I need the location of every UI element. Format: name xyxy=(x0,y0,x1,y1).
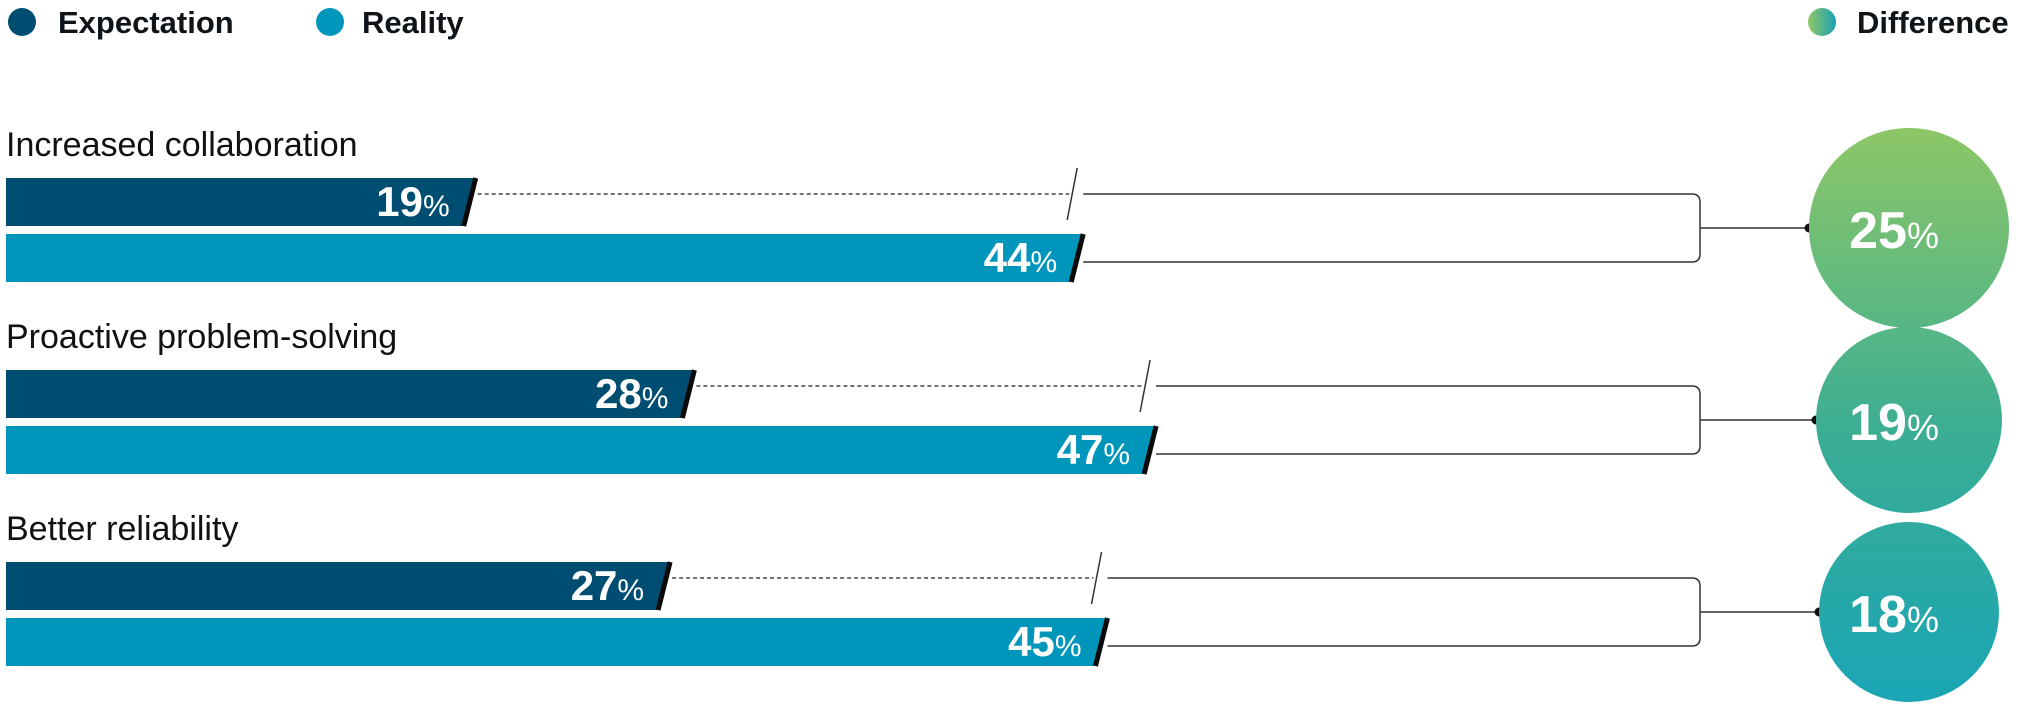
difference-value: 25% xyxy=(1849,202,1939,260)
value-label-reality: 47% xyxy=(1057,426,1130,473)
legend-swatch-expectation xyxy=(8,8,36,36)
legend-item-expectation: Expectation xyxy=(8,5,234,40)
bar-row: Increased collaboration 19% 44% 25% xyxy=(6,126,2009,328)
bar-row: Better reliability 27% 45% 18% xyxy=(6,510,1999,702)
category-label: Better reliability xyxy=(6,510,238,548)
difference-circle xyxy=(1809,128,2009,328)
legend-label-expectation: Expectation xyxy=(58,5,234,40)
legend-item-reality: Reality xyxy=(316,5,464,40)
bar-end-cap xyxy=(679,369,697,419)
value-label-expectation: 28% xyxy=(595,370,668,417)
bar-reality xyxy=(6,426,1157,474)
difference-bracket xyxy=(1107,577,1701,647)
difference-value: 19% xyxy=(1849,394,1939,452)
difference-circle xyxy=(1819,522,1999,702)
bar-end-cap xyxy=(655,561,673,611)
legend-item-difference: Difference xyxy=(1808,5,2009,40)
bar-reality xyxy=(6,618,1108,666)
legend-swatch-reality xyxy=(316,8,344,36)
bar-expectation xyxy=(6,562,671,610)
bar-reality xyxy=(6,234,1084,282)
legend-label-reality: Reality xyxy=(362,5,464,40)
bar-rows: Increased collaboration 19% 44% 25% Proactiv… xyxy=(6,126,2009,702)
bar-expectation xyxy=(6,178,476,226)
value-label-expectation: 27% xyxy=(571,562,644,609)
legend: Expectation Reality Difference xyxy=(8,5,2009,40)
bar-end-cap xyxy=(1068,233,1086,283)
value-label-reality: 44% xyxy=(984,234,1057,281)
category-label: Proactive problem-solving xyxy=(6,318,397,356)
legend-label-difference: Difference xyxy=(1857,5,2009,40)
difference-bracket xyxy=(1156,385,1701,455)
reality-tick xyxy=(1066,167,1078,221)
reality-tick xyxy=(1139,359,1151,413)
value-label-reality: 45% xyxy=(1008,618,1081,665)
difference-bracket xyxy=(1083,193,1701,263)
value-label-expectation: 19% xyxy=(376,178,449,225)
bar-end-cap xyxy=(1093,617,1110,667)
bar-expectation xyxy=(6,370,695,418)
legend-swatch-difference xyxy=(1808,8,1836,36)
difference-value: 18% xyxy=(1849,586,1939,644)
category-label: Increased collaboration xyxy=(6,126,358,164)
bar-end-cap xyxy=(461,177,479,227)
bar-row: Proactive problem-solving 28% 47% 19% xyxy=(6,318,2002,513)
bar-end-cap xyxy=(1141,425,1159,475)
reality-tick xyxy=(1090,551,1103,605)
difference-circle xyxy=(1816,327,2002,513)
